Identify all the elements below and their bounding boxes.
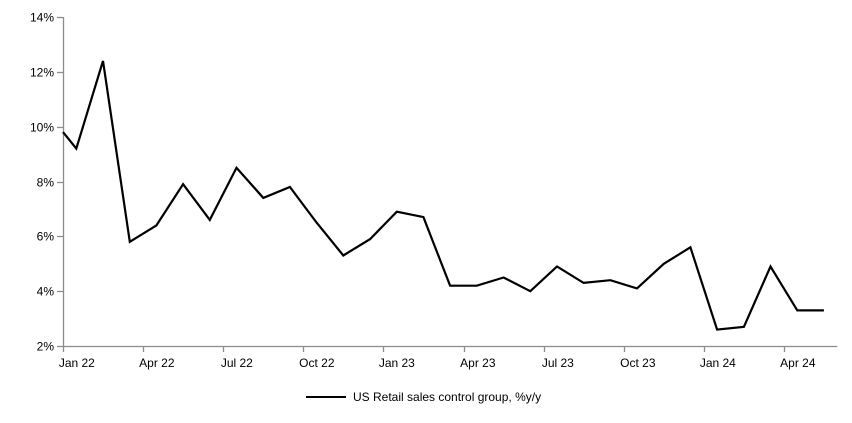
series-line-group xyxy=(62,60,824,331)
legend: US Retail sales control group, %y/y xyxy=(306,390,541,404)
x-tick-label: Jul 22 xyxy=(221,356,253,370)
legend-line-marker xyxy=(306,396,346,398)
series-line xyxy=(62,60,824,331)
x-tick-label: Jan 23 xyxy=(379,356,415,370)
y-tick-label: 2% xyxy=(37,340,55,354)
y-tick-label: 12% xyxy=(30,66,54,80)
x-tick-label: Apr 22 xyxy=(139,356,175,370)
x-tick-label: Jul 23 xyxy=(542,356,574,370)
y-tick-label: 4% xyxy=(37,285,55,299)
x-tick-label: Oct 22 xyxy=(299,356,335,370)
x-tick-label: Jan 24 xyxy=(700,356,736,370)
x-tick-label: Apr 23 xyxy=(460,356,496,370)
x-tick-label: Apr 24 xyxy=(780,356,816,370)
y-tick-label: 10% xyxy=(30,121,54,135)
y-axis: 2% 4% 6% 8% 10% 12% 14% xyxy=(30,11,65,354)
x-tick-label: Oct 23 xyxy=(620,356,656,370)
y-tick-label: 8% xyxy=(37,176,55,190)
x-axis: Jan 22 Apr 22 Jul 22 Oct 22 Jan 23 Apr 23 Jul … xyxy=(59,345,838,370)
y-tick-label: 6% xyxy=(37,230,55,244)
legend-label: US Retail sales control group, %y/y xyxy=(353,390,542,404)
y-tick-label: 14% xyxy=(30,11,54,25)
x-tick-label: Jan 22 xyxy=(59,356,95,370)
